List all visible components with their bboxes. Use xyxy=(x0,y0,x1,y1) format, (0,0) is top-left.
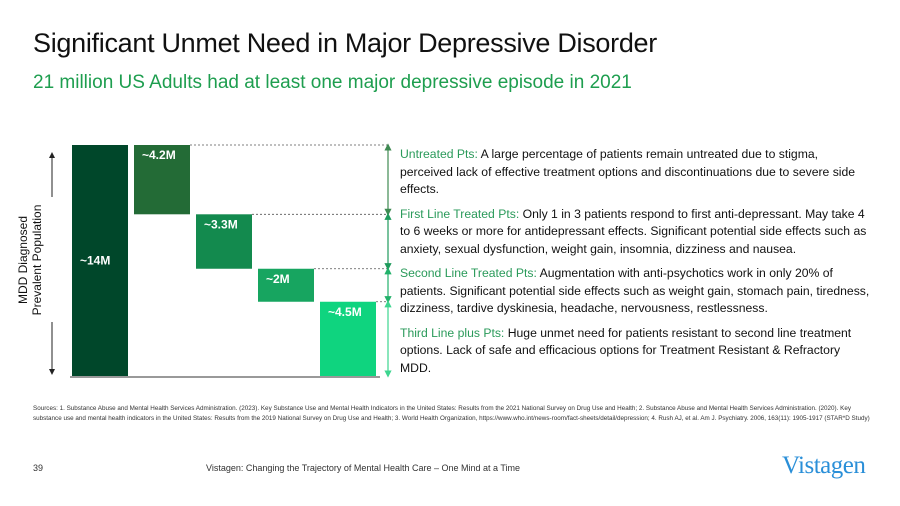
bar-total xyxy=(72,145,128,376)
bar-label: ~3.3M xyxy=(204,217,238,231)
page-subtitle: 21 million US Adults had at least one ma… xyxy=(33,72,632,93)
note-untreated: Untreated Pts: A large percentage of pat… xyxy=(400,147,856,196)
vistagen-logo: Vistagen xyxy=(782,452,866,479)
bar-segment xyxy=(196,214,252,269)
page-number: 39 xyxy=(33,463,44,473)
bar-label: ~2M xyxy=(266,272,290,286)
footer-tagline: Vistagen: Changing the Trajectory of Men… xyxy=(206,463,521,473)
bar-segment xyxy=(320,301,376,376)
y-axis-label: MDD Diagnosed Prevalent Population xyxy=(16,204,44,316)
note-third-line: Third Line plus Pts: Huge unmet need for… xyxy=(400,325,852,375)
bar-segment xyxy=(134,145,190,215)
note-second-line: Second Line Treated Pts: Augmentation wi… xyxy=(400,266,870,315)
bar-label: ~4.2M xyxy=(142,148,176,162)
bar-segment xyxy=(258,268,314,302)
sources: Sources: 1. Substance Abuse and Mental H… xyxy=(33,405,870,422)
notes-panel: Untreated Pts: A large percentage of pat… xyxy=(400,146,870,384)
bar-label: ~4.5M xyxy=(328,305,362,319)
page-title: Significant Unmet Need in Major Depressi… xyxy=(33,28,657,58)
note-first-line: First Line Treated Pts: Only 1 in 3 pati… xyxy=(400,206,867,256)
bar-label-total: ~14M xyxy=(80,254,110,268)
